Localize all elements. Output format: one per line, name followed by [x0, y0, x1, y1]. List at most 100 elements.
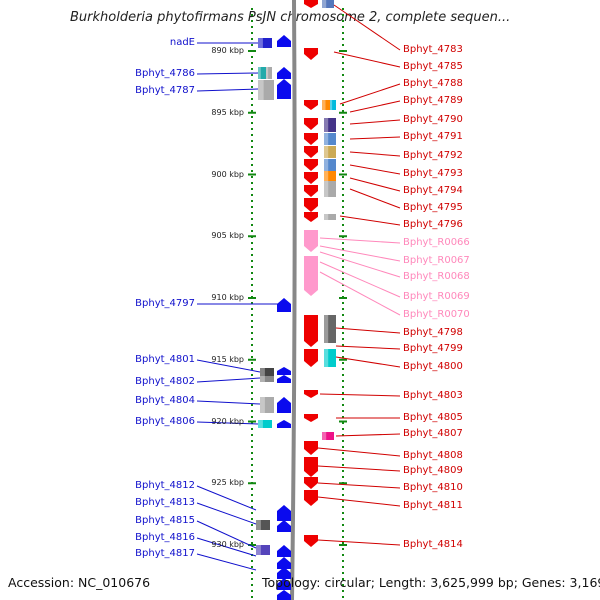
- scale-dot-left: [251, 212, 253, 214]
- scale-dot-right: [342, 248, 344, 250]
- scale-dot-left: [251, 392, 253, 394]
- feature-block: [324, 159, 336, 171]
- gene-label-right[interactable]: Bphyt_4805: [403, 412, 463, 423]
- scale-dot-right: [342, 410, 344, 412]
- feature-block: [322, 432, 334, 440]
- scale-dot-left: [251, 92, 253, 94]
- scale-dot-right: [342, 386, 344, 388]
- scale-dot-left: [251, 32, 253, 34]
- gene-glyph-forward: [304, 133, 318, 145]
- scale-dot-right: [342, 122, 344, 124]
- gene-label-right[interactable]: Bphyt_4788: [403, 78, 463, 89]
- gene-label-right[interactable]: Bphyt_4809: [403, 465, 463, 476]
- scale-dot-right: [342, 554, 344, 556]
- scale-dot-left: [251, 26, 253, 28]
- scale-dot-right: [342, 494, 344, 496]
- feature-block: [324, 171, 336, 181]
- gene-label-left[interactable]: Bphyt_4797: [135, 298, 195, 309]
- scale-dot-right: [342, 428, 344, 430]
- leader-line-right: [339, 83, 401, 105]
- gene-label-left[interactable]: Bphyt_4787: [135, 85, 195, 96]
- rna-label-right[interactable]: Bphyt_R0066: [403, 237, 470, 248]
- feature-block: [330, 100, 336, 110]
- feature-block: [324, 146, 336, 158]
- gene-label-left[interactable]: Bphyt_4806: [135, 416, 195, 427]
- gene-label-right[interactable]: Bphyt_4800: [403, 361, 463, 372]
- gene-label-left[interactable]: Bphyt_4817: [135, 548, 195, 559]
- gene-label-right[interactable]: Bphyt_4811: [403, 500, 463, 511]
- gene-label-right[interactable]: Bphyt_4798: [403, 327, 463, 338]
- scale-dot-right: [342, 404, 344, 406]
- leader-line-left: [196, 88, 259, 92]
- gene-glyph-forward: [304, 185, 318, 197]
- scale-dot-right: [342, 332, 344, 334]
- scale-dot-left: [251, 110, 253, 112]
- gene-label-right[interactable]: Bphyt_4814: [403, 539, 463, 550]
- gene-label-left[interactable]: nadE: [169, 37, 195, 48]
- gene-label-right[interactable]: Bphyt_4808: [403, 450, 463, 461]
- gene-label-left[interactable]: Bphyt_4802: [135, 376, 195, 387]
- scale-dot-left: [251, 164, 253, 166]
- gene-label-right[interactable]: Bphyt_4791: [403, 131, 463, 142]
- scale-dot-left: [251, 572, 253, 574]
- rna-label-right[interactable]: Bphyt_R0070: [403, 309, 470, 320]
- gene-label-right[interactable]: Bphyt_4792: [403, 150, 463, 161]
- gene-label-right[interactable]: Bphyt_4796: [403, 219, 463, 230]
- scale-dot-left: [251, 44, 253, 46]
- gene-glyph-reverse: [277, 420, 291, 428]
- scale-dot-left: [251, 278, 253, 280]
- gene-label-right[interactable]: Bphyt_4789: [403, 95, 463, 106]
- accession-text: Accession: NC_010676: [8, 575, 151, 590]
- rna-label-right[interactable]: Bphyt_R0067: [403, 255, 470, 266]
- scale-dot-left: [251, 440, 253, 442]
- gene-label-right[interactable]: Bphyt_4794: [403, 185, 463, 196]
- scale-dot-right: [342, 56, 344, 58]
- scale-dot-right: [342, 146, 344, 148]
- leader-line-right: [349, 119, 401, 125]
- scale-dot-right: [342, 182, 344, 184]
- gene-label-left[interactable]: Bphyt_4816: [135, 532, 195, 543]
- gene-label-right[interactable]: Bphyt_4807: [403, 428, 463, 439]
- scale-dot-right: [342, 416, 344, 418]
- scale-tick-left: [248, 420, 256, 423]
- feature-block: [258, 80, 274, 100]
- scale-dot-left: [251, 284, 253, 286]
- gene-label-right[interactable]: Bphyt_4783: [403, 44, 463, 55]
- gene-label-right[interactable]: Bphyt_4785: [403, 61, 463, 72]
- gene-label-right[interactable]: Bphyt_4795: [403, 202, 463, 213]
- scale-dot-left: [251, 128, 253, 130]
- gene-label-left[interactable]: Bphyt_4801: [135, 354, 195, 365]
- gene-label-right[interactable]: Bphyt_4803: [403, 390, 463, 401]
- scale-dot-right: [342, 110, 344, 112]
- gene-label-right[interactable]: Bphyt_4790: [403, 114, 463, 125]
- scale-dot-right: [342, 506, 344, 508]
- rna-label-right[interactable]: Bphyt_R0069: [403, 291, 470, 302]
- feature-block: [324, 118, 336, 132]
- scale-dot-left: [251, 374, 253, 376]
- scale-dot-right: [342, 20, 344, 22]
- scale-dot-left: [251, 404, 253, 406]
- gene-label-right[interactable]: Bphyt_4810: [403, 482, 463, 493]
- gene-label-left[interactable]: Bphyt_4786: [135, 68, 195, 79]
- gene-label-left[interactable]: Bphyt_4813: [135, 497, 195, 508]
- feature-block: [324, 133, 336, 145]
- gene-glyph-forward: [304, 159, 318, 171]
- scale-tick-label: 920 kbp: [211, 416, 244, 426]
- scale-dot-left: [251, 176, 253, 178]
- scale-dot-left: [251, 314, 253, 316]
- scale-dot-left: [251, 266, 253, 268]
- scale-dot-right: [342, 272, 344, 274]
- feature-block-highlight: [324, 181, 329, 197]
- gene-label-left[interactable]: Bphyt_4815: [135, 515, 195, 526]
- gene-label-left[interactable]: Bphyt_4812: [135, 480, 195, 491]
- gene-label-right[interactable]: Bphyt_4793: [403, 168, 463, 179]
- gene-label-left[interactable]: Bphyt_4804: [135, 395, 195, 406]
- feature-block-highlight: [266, 67, 269, 79]
- scale-dot-left: [251, 260, 253, 262]
- gene-glyph-forward: [304, 535, 318, 547]
- scale-dot-left: [251, 104, 253, 106]
- scale-dot-left: [251, 182, 253, 184]
- rna-label-right[interactable]: Bphyt_R0068: [403, 271, 470, 282]
- gene-label-right[interactable]: Bphyt_4799: [403, 343, 463, 354]
- scale-dot-left: [251, 338, 253, 340]
